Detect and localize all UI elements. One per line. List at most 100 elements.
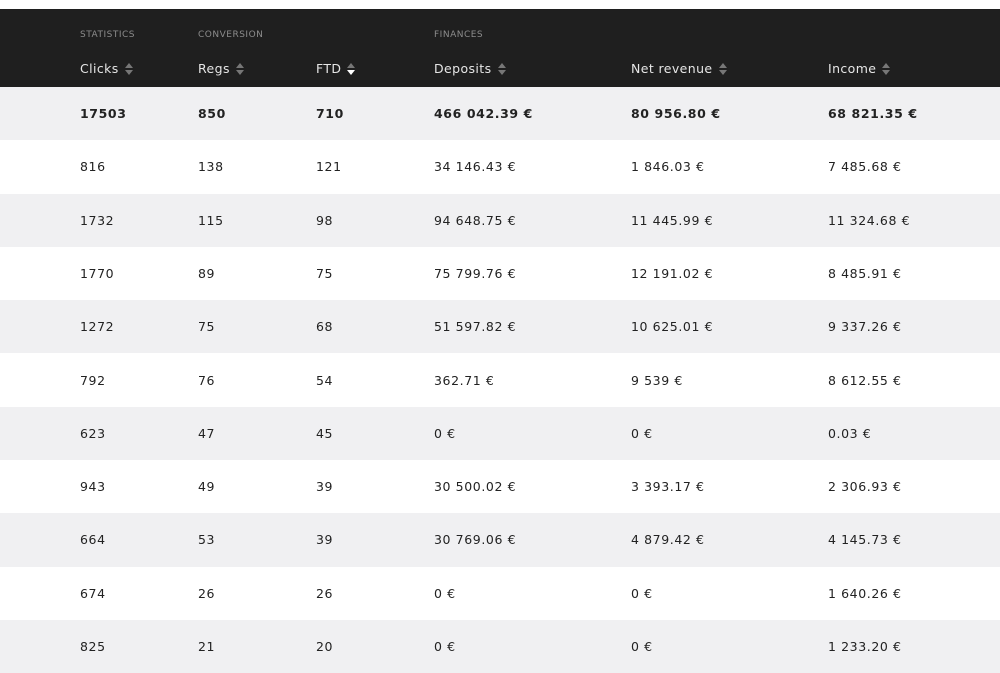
table-row: 17503 850 710 466 042.39 € 80 956.80 € 68 821… [0,87,1000,141]
table-row: 792 76 54 362.71 € 9 539 € 8 612.55 € [0,354,1000,407]
sort-up [124,62,133,68]
table-cell: 1 846.03 € [631,159,705,175]
table-cell: 51 597.82 € [434,319,517,335]
sort-down [347,69,356,75]
table-cell: 54 [316,372,334,388]
table-cell: 943 [80,479,106,495]
table-cell: 68 [316,319,334,335]
table-cell: 11 445.99 € [631,212,714,228]
column-label: Income [828,61,877,76]
table-cell: 45 [316,425,334,441]
table-cell: 9 539 € [631,372,683,388]
table-cell: 53 [198,532,216,548]
sort-down [497,69,506,75]
table-cell: 76 [198,372,216,388]
column-header[interactable]: Deposits [434,61,506,76]
group-label: CONVERSION [198,30,264,40]
table-row: 1272 75 68 51 597.82 € 10 625.01 € 9 337.26 € [0,300,1000,354]
table-cell: 34 146.43 € [434,159,517,175]
table-cell: 8 485.91 € [828,265,902,281]
table-cell: 21 [198,639,216,654]
column-header[interactable]: Regs [198,61,244,76]
sort-down [124,69,133,75]
table-cell: 466 042.39 € [434,106,533,121]
table-cell: 39 [316,479,334,495]
table-cell: 362.71 € [434,372,495,388]
table-cell: 1 233.20 € [828,639,902,654]
table-cell: 0 € [434,425,456,441]
table-row: 664 53 39 30 769.06 € 4 879.42 € 4 145.73 € [0,513,1000,567]
table-cell: 0 € [631,585,653,601]
table-cell: 20 [316,639,334,654]
table-cell: 26 [198,585,216,601]
table-cell: 75 [198,319,216,335]
table-cell: 80 956.80 € [631,106,721,121]
column-header[interactable]: Net revenue [631,61,727,76]
table-cell: 816 [80,159,106,175]
table-cell: 825 [80,639,106,654]
column-label: FTD [316,61,342,76]
table-cell: 12 191.02 € [631,265,714,281]
table-cell: 75 799.76 € [434,265,517,281]
table-cell: 98 [316,212,334,228]
table-row: 1770 89 75 75 799.76 € 12 191.02 € 8 485.91 € [0,247,1000,300]
table-cell: 0.03 € [828,425,872,441]
table-cell: 115 [198,212,224,228]
table-cell: 1732 [80,212,115,228]
table-header: STATISTICS CONVERSION FINANCES Clicks Regs FT… [0,9,1000,87]
table-cell: 17503 [80,106,127,121]
table-cell: 30 769.06 € [434,532,517,548]
table-cell: 674 [80,585,106,601]
sort-icon[interactable] [718,62,727,76]
table-cell: 30 500.02 € [434,479,517,495]
table-cell: 3 393.17 € [631,479,705,495]
table-cell: 138 [198,159,224,175]
table-cell: 4 879.42 € [631,532,705,548]
sort-up [882,62,891,68]
table-cell: 47 [198,425,216,441]
table-cell: 121 [316,159,342,175]
sort-icon[interactable] [124,62,133,76]
sort-icon[interactable] [235,62,244,76]
sort-icon[interactable] [347,62,356,76]
sort-up [718,62,727,68]
table-row: 943 49 39 30 500.02 € 3 393.17 € 2 306.93 € [0,460,1000,513]
table-cell: 11 324.68 € [828,212,911,228]
table-cell: 710 [316,106,344,121]
sort-icon[interactable] [882,62,891,76]
table-cell: 850 [198,106,226,121]
sort-up [235,62,244,68]
table-cell: 9 337.26 € [828,319,902,335]
table-cell: 89 [198,265,216,281]
table-row: 674 26 26 0 € 0 € 1 640.26 € [0,567,1000,620]
group-label: STATISTICS [80,30,135,40]
table-row: 825 21 20 0 € 0 € 1 233.20 € [0,620,1000,673]
table-cell: 7 485.68 € [828,159,902,175]
column-label: Clicks [80,61,119,76]
table-cell: 792 [80,372,106,388]
table-cell: 26 [316,585,334,601]
table-cell: 49 [198,479,216,495]
column-label: Deposits [434,61,492,76]
table-cell: 2 306.93 € [828,479,902,495]
column-header[interactable]: FTD [316,61,356,76]
table-row: 1732 115 98 94 648.75 € 11 445.99 € 11 324.68… [0,193,1000,247]
sort-down [882,69,891,75]
table-cell: 75 [316,265,334,281]
table-row: 816 138 121 34 146.43 € 1 846.03 € 7 485.68 € [0,140,1000,193]
table-cell: 1272 [80,319,115,335]
column-header[interactable]: Income [828,61,891,76]
table-cell: 0 € [434,639,456,654]
table-cell: 1 640.26 € [828,585,902,601]
table-cell: 664 [80,532,106,548]
sort-icon[interactable] [497,62,506,76]
table-row: 623 47 45 0 € 0 € 0.03 € [0,406,1000,461]
group-label: FINANCES [434,30,484,40]
table-cell: 1770 [80,265,115,281]
sort-down [235,69,244,75]
table-cell: 0 € [434,585,456,601]
column-label: Net revenue [631,61,713,76]
table-cell: 94 648.75 € [434,212,517,228]
column-header[interactable]: Clicks [80,61,133,76]
